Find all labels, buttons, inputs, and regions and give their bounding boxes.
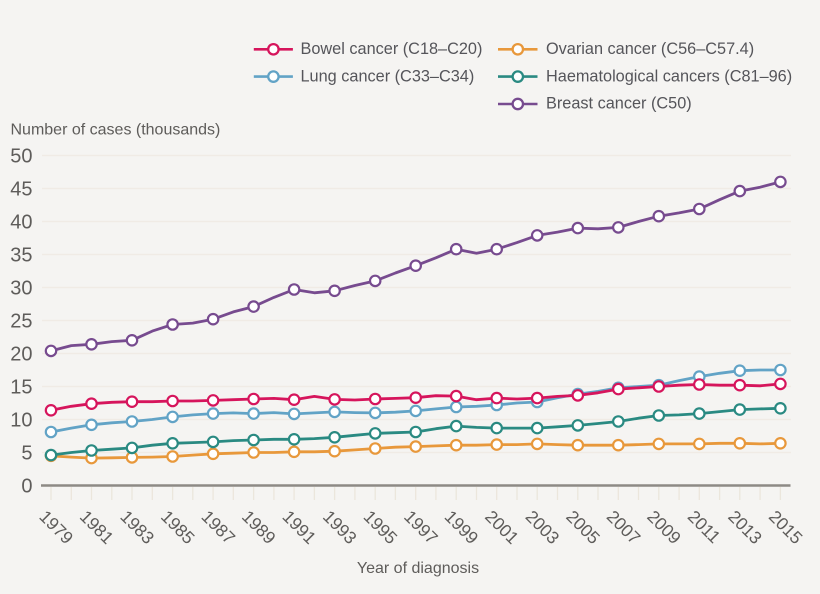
svg-text:0: 0 [21,476,32,498]
svg-text:5: 5 [21,443,32,465]
svg-text:15: 15 [10,377,32,399]
svg-text:10: 10 [10,410,32,432]
svg-text:35: 35 [10,245,32,267]
svg-text:40: 40 [10,212,32,234]
svg-text:50: 50 [10,146,32,168]
svg-text:Year of diagnosis: Year of diagnosis [357,560,479,577]
svg-text:Number of cases (thousands): Number of cases (thousands) [11,122,221,139]
svg-text:Ovarian cancer (C56–C57.4): Ovarian cancer (C56–C57.4) [546,40,754,58]
svg-text:Lung cancer (C33–C34): Lung cancer (C33–C34) [301,67,475,85]
svg-text:Breast cancer (C50): Breast cancer (C50) [546,95,692,113]
svg-text:20: 20 [10,344,32,366]
svg-text:Bowel cancer (C18–C20): Bowel cancer (C18–C20) [301,40,483,58]
svg-text:30: 30 [10,278,32,300]
svg-text:45: 45 [10,179,32,201]
svg-text:25: 25 [10,311,32,333]
svg-text:Haematological cancers (C81–96: Haematological cancers (C81–96) [546,67,792,85]
